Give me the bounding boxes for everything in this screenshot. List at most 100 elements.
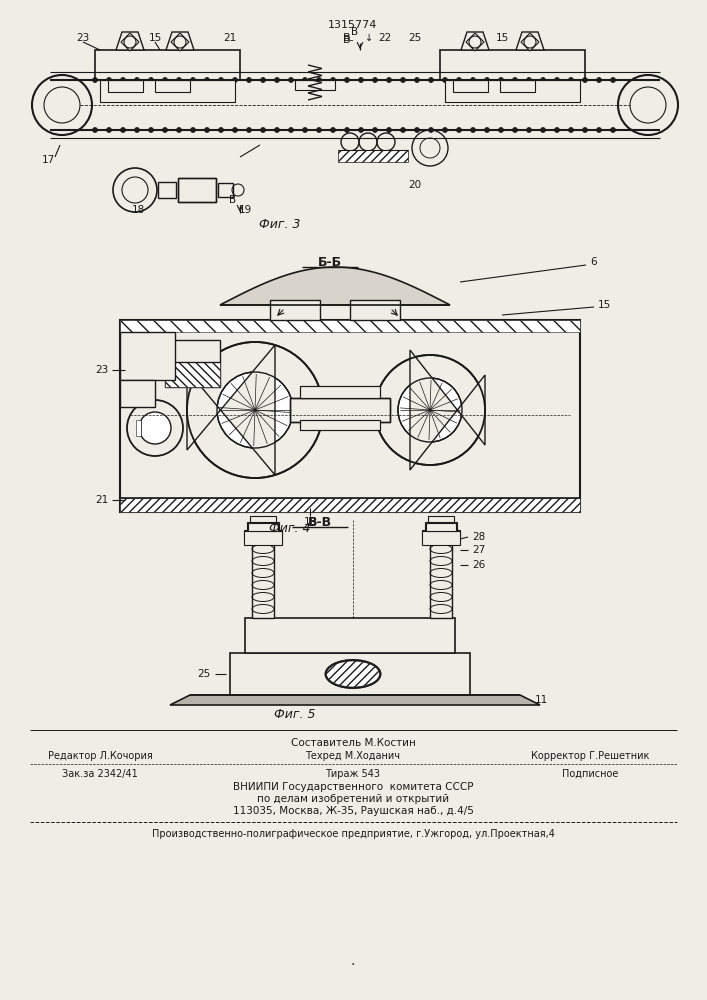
Circle shape xyxy=(484,78,489,83)
Circle shape xyxy=(498,127,503,132)
Text: 17: 17 xyxy=(42,155,54,165)
Circle shape xyxy=(597,127,602,132)
Text: Б-Б: Б-Б xyxy=(318,255,342,268)
Circle shape xyxy=(443,78,448,83)
Bar xyxy=(426,523,456,531)
Text: 27: 27 xyxy=(472,545,485,555)
Circle shape xyxy=(428,127,433,132)
Polygon shape xyxy=(116,32,144,50)
Bar xyxy=(178,178,216,202)
Text: 15: 15 xyxy=(148,33,162,43)
Bar xyxy=(155,80,190,92)
Circle shape xyxy=(583,78,588,83)
Text: Техред М.Ходанич: Техред М.Ходанич xyxy=(305,751,400,761)
Polygon shape xyxy=(516,32,544,50)
Text: 1315774: 1315774 xyxy=(328,20,378,30)
Circle shape xyxy=(139,412,171,444)
Text: 28: 28 xyxy=(472,532,485,542)
Bar xyxy=(295,80,335,90)
Text: Фиг. 3: Фиг. 3 xyxy=(259,219,300,232)
Circle shape xyxy=(303,78,308,83)
Bar xyxy=(136,420,141,436)
Circle shape xyxy=(373,127,378,132)
Circle shape xyxy=(204,127,209,132)
Circle shape xyxy=(568,78,573,83)
Bar xyxy=(100,80,235,102)
Polygon shape xyxy=(170,695,540,705)
Bar xyxy=(300,386,380,398)
Circle shape xyxy=(148,127,153,132)
Text: 21: 21 xyxy=(223,33,237,43)
Circle shape xyxy=(470,127,476,132)
Text: В: В xyxy=(351,27,358,37)
Circle shape xyxy=(177,127,182,132)
Circle shape xyxy=(540,127,546,132)
Circle shape xyxy=(527,78,532,83)
Bar xyxy=(270,300,320,320)
Circle shape xyxy=(134,127,139,132)
Circle shape xyxy=(568,127,573,132)
Circle shape xyxy=(218,78,223,83)
Bar xyxy=(120,498,580,512)
Bar xyxy=(290,398,390,422)
Circle shape xyxy=(540,78,546,83)
Circle shape xyxy=(398,378,462,442)
Circle shape xyxy=(358,78,363,83)
Circle shape xyxy=(527,127,532,132)
Circle shape xyxy=(107,127,112,132)
Circle shape xyxy=(120,127,126,132)
Text: 19: 19 xyxy=(238,205,252,215)
Polygon shape xyxy=(171,33,189,51)
Bar xyxy=(120,320,580,512)
Circle shape xyxy=(93,127,98,132)
Bar xyxy=(250,516,276,522)
Bar xyxy=(120,320,580,332)
Ellipse shape xyxy=(327,661,380,687)
Bar xyxy=(422,530,460,538)
Circle shape xyxy=(344,78,349,83)
Polygon shape xyxy=(166,32,194,50)
Circle shape xyxy=(583,127,588,132)
Circle shape xyxy=(358,127,363,132)
Circle shape xyxy=(218,127,223,132)
Circle shape xyxy=(288,127,293,132)
Circle shape xyxy=(443,127,448,132)
Circle shape xyxy=(330,127,336,132)
Circle shape xyxy=(611,127,616,132)
Bar xyxy=(422,531,460,545)
Bar xyxy=(300,420,380,430)
Circle shape xyxy=(470,78,476,83)
Circle shape xyxy=(288,78,293,83)
Circle shape xyxy=(217,372,293,448)
Bar xyxy=(244,530,282,538)
Bar xyxy=(500,80,535,92)
Bar xyxy=(300,420,380,430)
Bar xyxy=(108,80,143,92)
Circle shape xyxy=(247,78,252,83)
Bar xyxy=(120,500,580,512)
Text: ↓: ↓ xyxy=(365,33,373,43)
Circle shape xyxy=(400,127,406,132)
Text: Тираж 543: Тираж 543 xyxy=(325,769,380,779)
Text: 22: 22 xyxy=(378,33,392,43)
Polygon shape xyxy=(187,345,275,475)
Circle shape xyxy=(148,78,153,83)
Text: ·: · xyxy=(351,958,355,972)
Text: Подписное: Подписное xyxy=(562,769,618,779)
Circle shape xyxy=(387,78,392,83)
Text: 6: 6 xyxy=(590,257,597,267)
Circle shape xyxy=(498,78,503,83)
Text: 23: 23 xyxy=(95,365,108,375)
Polygon shape xyxy=(121,33,139,51)
Polygon shape xyxy=(466,33,484,51)
Text: 18: 18 xyxy=(132,205,145,215)
Text: Составитель М.Костин: Составитель М.Костин xyxy=(291,738,416,748)
Circle shape xyxy=(375,355,485,465)
Bar xyxy=(218,183,233,197)
Bar xyxy=(165,362,220,387)
Circle shape xyxy=(400,78,406,83)
Bar xyxy=(120,332,175,380)
Circle shape xyxy=(274,127,279,132)
Bar xyxy=(165,362,220,387)
Circle shape xyxy=(233,127,238,132)
